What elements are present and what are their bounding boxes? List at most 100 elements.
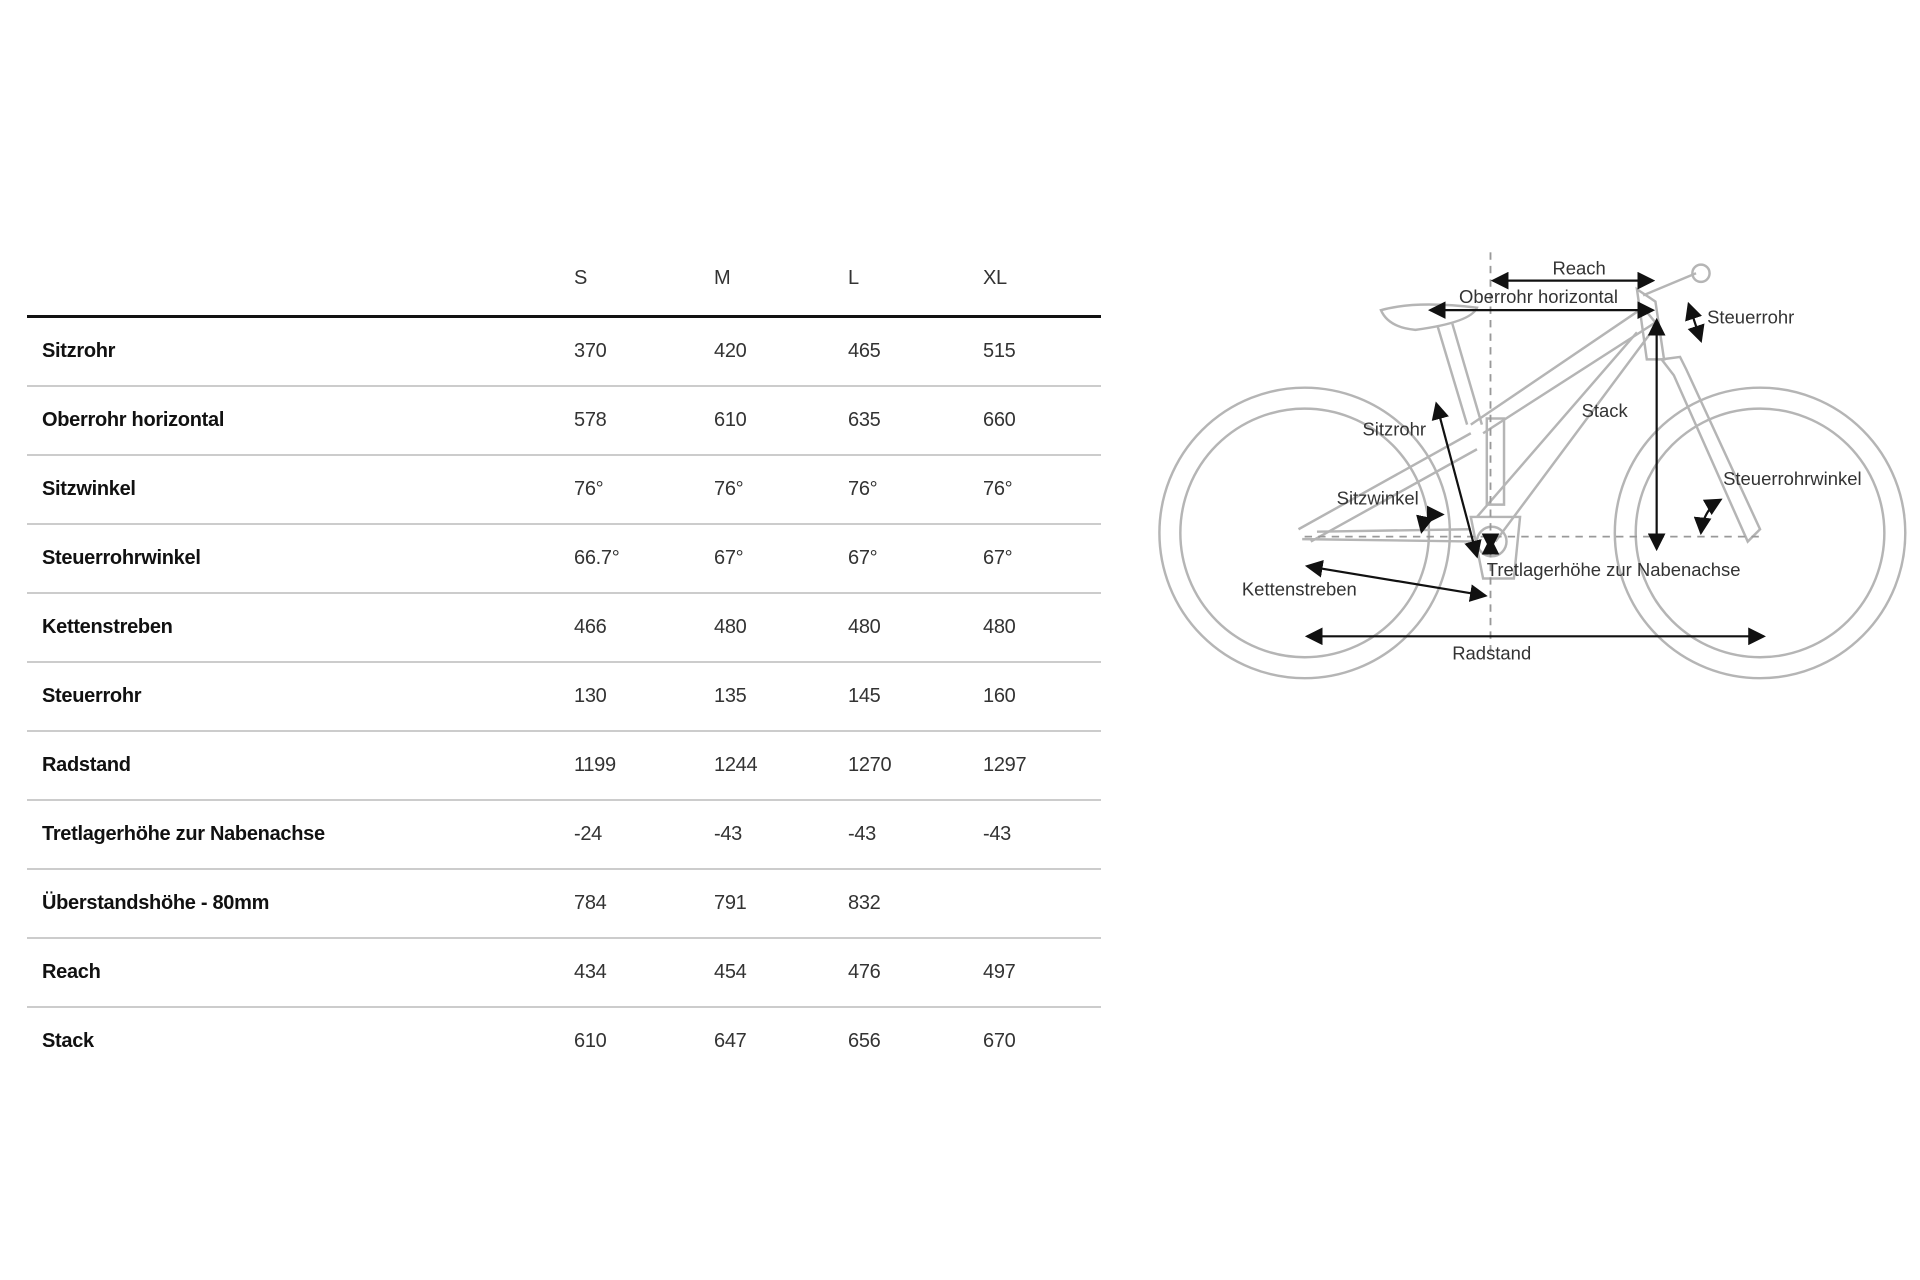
cell-value-xl: 660 [983,409,1016,431]
cell-value-l: 656 [848,1030,881,1052]
bottom-bracket [1475,525,1508,558]
label-stack: Stack [1582,400,1629,421]
label-wheelbase: Radstand [1452,643,1531,664]
cell-value-m: 76° [714,478,744,500]
cell-value-s: 610 [574,1030,607,1052]
head-angle-arrow [1693,498,1723,536]
cell-value-s: 130 [574,685,607,707]
row-label: Sitzrohr [42,340,116,362]
cell-value-m: 791 [714,892,747,914]
cell-value-xl: 480 [983,616,1016,638]
cell-value-xl: 515 [983,340,1016,362]
table-row: Radstand 1199 1244 1270 1297 [27,732,1101,801]
cell-value-m: 67° [714,547,744,569]
row-label: Stack [42,1030,94,1052]
size-header-s: S [574,267,588,289]
table-row: Überstandshöhe - 80mm 784 791 832 [27,870,1101,939]
measurement-arrows [1304,271,1766,646]
geometry-table: S M L XL Sitzrohr 370 420 465 515 Oberrohr ho… [27,255,1101,1075]
cell-value-m: -43 [714,823,743,845]
row-label: Tretlagerhöhe zur Nabenachse [42,823,325,845]
cell-value-xl: 670 [983,1030,1016,1052]
front-wheel-inner [1634,407,1886,659]
cell-value-m: 454 [714,961,747,983]
cell-value-m: 420 [714,340,747,362]
table-row: Tretlagerhöhe zur Nabenachse -24 -43 -43 -43 [27,801,1101,870]
table-row: Steuerrohrwinkel 66.7° 67° 67° 67° [27,525,1101,594]
seat-angle-arrow [1416,505,1445,534]
cell-value-m: 1244 [714,754,758,776]
row-label: Oberrohr horizontal [42,409,225,431]
label-seat-tube: Sitzrohr [1362,419,1426,440]
label-top-tube: Oberrohr horizontal [1459,286,1618,307]
cell-value-l: 476 [848,961,881,983]
table-row: Reach 434 454 476 497 [27,939,1101,1008]
fork [1659,355,1762,544]
size-header-m: M [714,267,731,289]
cell-value-l: 76° [848,478,878,500]
label-head-tube: Steuerrohr [1707,307,1794,328]
table-row: Sitzwinkel 76° 76° 76° 76° [27,456,1101,525]
table-header: S M L XL [27,255,1101,318]
reference-lines [1304,252,1761,653]
cell-value-m: 480 [714,616,747,638]
label-head-angle: Steuerrohrwinkel [1723,468,1861,489]
table-row: Kettenstreben 466 480 480 480 [27,594,1101,663]
cell-value-xl: 67° [983,547,1013,569]
cell-value-s: 76° [574,478,604,500]
seat-tube-arrow [1431,401,1482,559]
cell-value-l: 635 [848,409,881,431]
table-row: Oberrohr horizontal 578 610 635 660 [27,387,1101,456]
table-row: Steuerrohr 130 135 145 160 [27,663,1101,732]
cell-value-l: 832 [848,892,881,914]
front-wheel-outer [1613,386,1907,680]
head-tube-arrow [1685,301,1705,344]
cell-value-m: 135 [714,685,747,707]
cell-value-l: 145 [848,685,881,707]
label-reach: Reach [1552,257,1605,278]
row-label: Sitzwinkel [42,478,136,500]
cell-value-l: 465 [848,340,881,362]
cell-value-l: 480 [848,616,881,638]
seat-tube [1436,323,1484,425]
cell-value-s: 784 [574,892,607,914]
cell-value-s: 578 [574,409,607,431]
cell-value-xl: 1297 [983,754,1027,776]
size-header-l: L [848,267,859,289]
cell-value-s: 66.7° [574,547,620,569]
label-seat-angle: Sitzwinkel [1337,488,1419,509]
label-bb-drop: Tretlagerhöhe zur Nabenachse [1487,559,1741,580]
diagram-labels: Reach Oberrohr horizontal Steuerrohr Sta… [1242,257,1862,663]
table-row: Sitzrohr 370 420 465 515 [27,318,1101,387]
cell-value-xl: 76° [983,478,1013,500]
size-header-xl: XL [983,267,1007,289]
row-label: Radstand [42,754,131,776]
rear-wheel-inner [1179,407,1431,659]
cell-value-m: 647 [714,1030,747,1052]
cell-value-s: 370 [574,340,607,362]
row-label: Steuerrohrwinkel [42,547,201,569]
row-label: Reach [42,961,101,983]
cell-value-s: 434 [574,961,607,983]
label-chainstay: Kettenstreben [1242,579,1357,600]
cell-value-xl: 160 [983,685,1016,707]
cell-value-xl: 497 [983,961,1016,983]
cell-value-s: 1199 [574,754,616,776]
cell-value-m: 610 [714,409,747,431]
row-label: Steuerrohr [42,685,142,707]
cell-value-l: 67° [848,547,878,569]
cell-value-xl: -43 [983,823,1012,845]
table-row: Stack 610 647 656 670 [27,1008,1101,1075]
cell-value-s: 466 [574,616,607,638]
saddle [1379,303,1479,332]
bike-frame-drawing [1158,263,1907,680]
cell-value-s: -24 [574,823,603,845]
cell-value-l: 1270 [848,754,892,776]
stem-handlebar [1642,272,1697,297]
cell-value-l: -43 [848,823,877,845]
row-label: Kettenstreben [42,616,173,638]
rear-shock [1485,417,1506,506]
row-label: Überstandshöhe - 80mm [42,892,270,914]
chainstay-arrow [1304,559,1488,602]
